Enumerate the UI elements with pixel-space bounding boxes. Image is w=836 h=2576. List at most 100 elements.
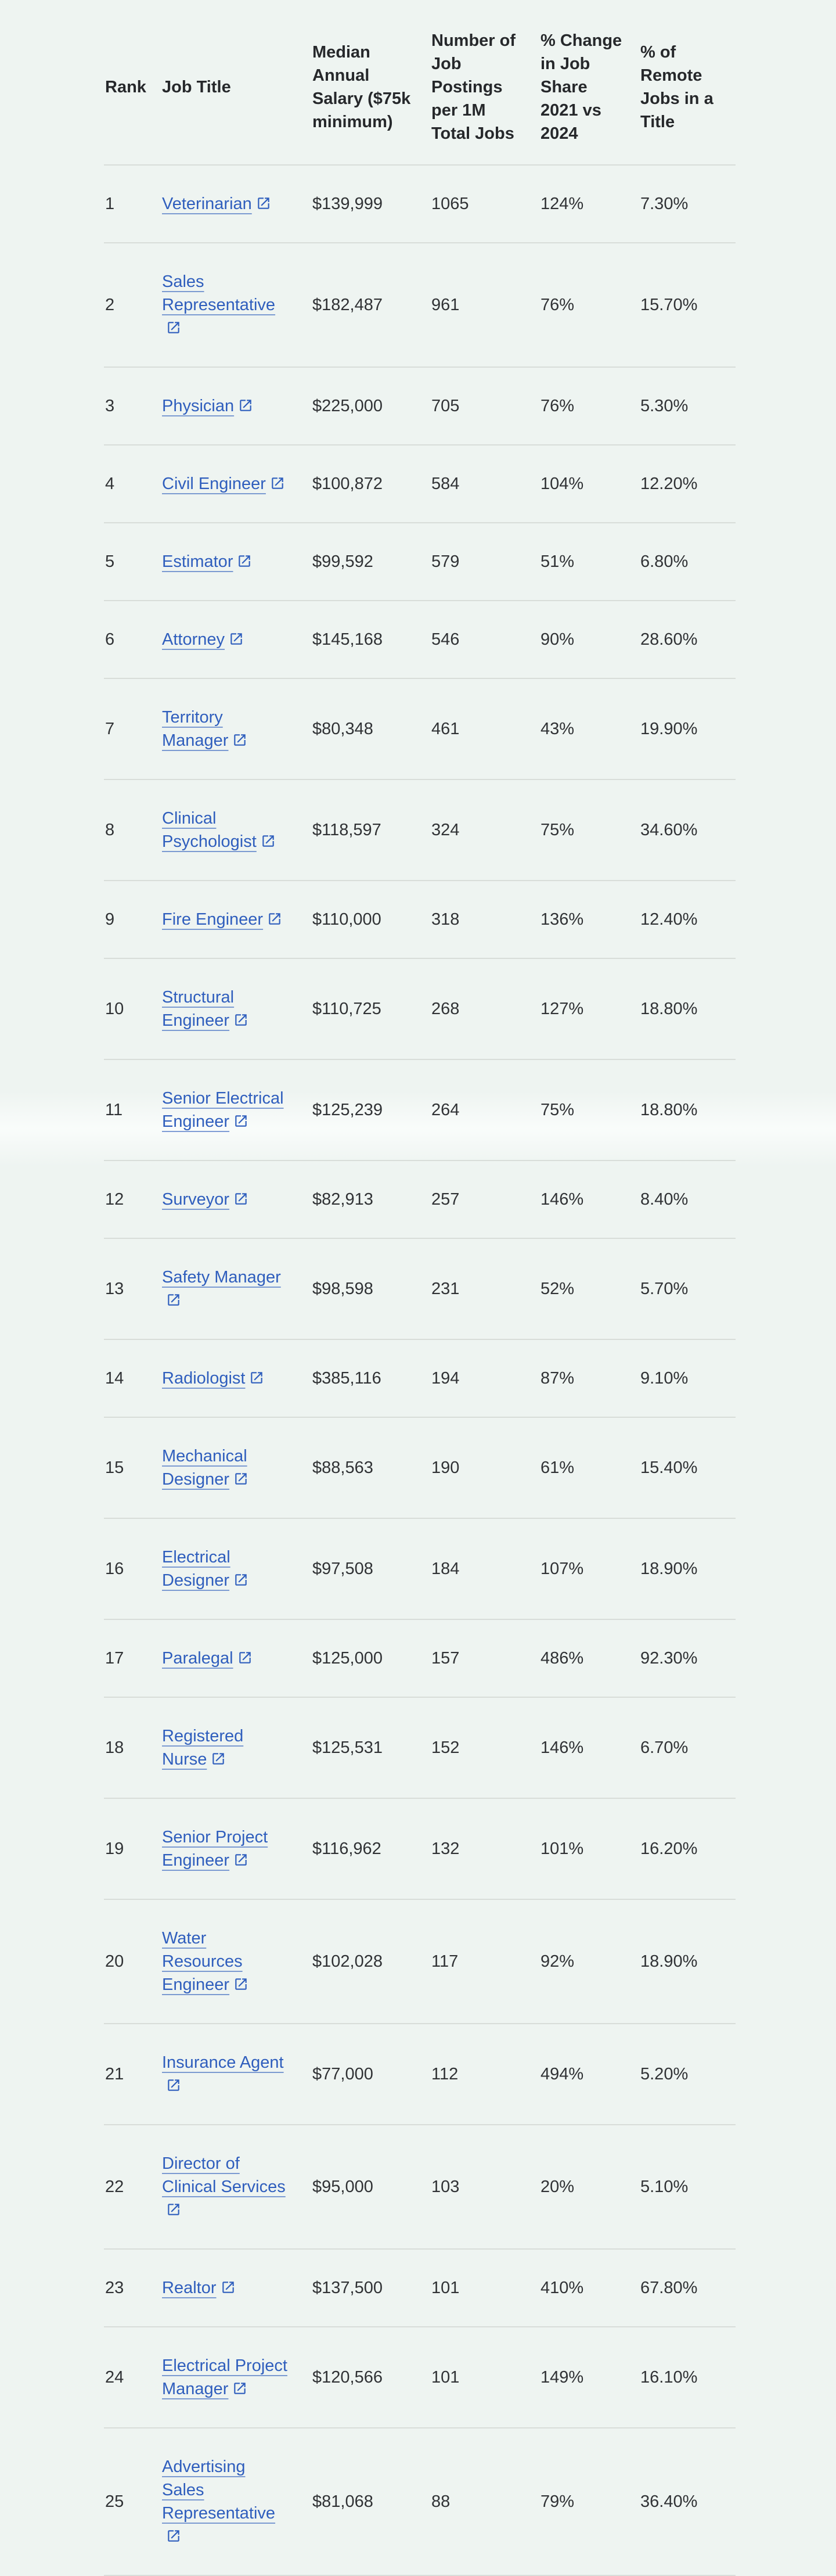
text-line: Safety Manager [162,1268,281,1287]
cell-change: 494% [540,2024,640,2125]
cell-rank: 11 [104,1059,162,1161]
text-line: Sales [162,2481,204,2499]
text-line: 2024 [540,124,578,143]
cell-salary: $110,725 [312,958,431,1060]
cell-job-title: Advertising Sales Representative [162,2428,312,2576]
cell-postings: 264 [431,1059,540,1161]
cell-remote: 18.80% [640,958,736,1060]
job-title-link[interactable]: Senior Project Engineer [162,1828,268,1870]
job-title-link[interactable]: Electrical Designer [162,1548,248,1590]
table-row: 18 Registered Nurse $125,531 152 146% 6.70% [104,1697,736,1799]
cell-job-title: Water Resources Engineer [162,1899,312,2024]
cell-rank: 6 [104,601,162,679]
open-in-new-icon [235,1473,247,1485]
text-line: Nurse [162,1750,207,1769]
job-title-link[interactable]: Paralegal [162,1649,253,1668]
cell-rank: 12 [104,1161,162,1239]
cell-change: 124% [540,165,640,243]
cell-job-title: Physician [162,367,312,445]
open-in-new-icon [168,322,179,333]
cell-job-title: Electrical Project Manager [162,2327,312,2428]
text-line: Radiologist [162,1369,246,1388]
cell-postings: 194 [431,1339,540,1418]
job-title-link[interactable]: Attorney [162,630,244,649]
cell-salary: $99,592 [312,523,431,601]
cell-job-title: Senior Project Engineer [162,1798,312,1900]
text-line: minimum) [312,113,393,131]
text-line: Median [312,43,370,62]
job-title-link[interactable]: Senior Electrical Engineer [162,1089,284,1131]
text-line: Jobs in a [640,89,714,108]
job-title-link[interactable]: Water Resources Engineer [162,1929,248,1994]
cell-job-title: Realtor [162,2249,312,2327]
cell-remote: 8.40% [640,1161,736,1239]
text-line: Clinical [162,809,217,828]
cell-remote: 36.40% [640,2428,736,2576]
job-title-link[interactable]: Insurance Agent [162,2053,284,2095]
cell-postings: 324 [431,779,540,881]
job-title-link[interactable]: Fire Engineer [162,910,282,929]
table-row: 1 Veterinarian $139,999 1065 124% 7.30% [104,165,736,243]
text-line: Senior Project [162,1828,268,1846]
text-line: Engineer [162,1011,230,1030]
job-title-link[interactable]: Mechanical Designer [162,1447,248,1489]
job-title-link[interactable]: Radiologist [162,1369,264,1388]
text-line: Registered [162,1727,244,1745]
job-title-link[interactable]: Surveyor [162,1190,248,1209]
open-in-new-icon [168,2079,179,2091]
job-title-link[interactable]: Advertising Sales Representative [162,2458,275,2546]
cell-rank: 21 [104,2024,162,2125]
job-title-link[interactable]: Civil Engineer [162,475,285,493]
job-title-link[interactable]: Clinical Psychologist [162,809,276,851]
table-row: 15 Mechanical Designer $88,563 190 61% 15.40% [104,1417,736,1519]
cell-remote: 6.70% [640,1697,736,1799]
job-title-link[interactable]: Veterinarian [162,195,271,213]
table-body: 1 Veterinarian $139,999 1065 124% 7.30% 2 Sales… [104,165,736,2576]
cell-postings: 101 [431,2327,540,2428]
job-title-link[interactable]: Structural Engineer [162,988,248,1030]
cell-postings: 584 [431,445,540,523]
cell-change: 92% [540,1899,640,2024]
cell-rank: 14 [104,1339,162,1418]
cell-job-title: Radiologist [162,1339,312,1418]
open-in-new-icon [251,1372,263,1384]
table-row: 14 Radiologist $385,116 194 87% 9.10% [104,1339,736,1418]
job-title-link[interactable]: Safety Manager [162,1268,281,1310]
cell-salary: $125,531 [312,1697,431,1799]
job-title-link[interactable]: Realtor [162,2279,236,2297]
cell-remote: 34.60% [640,779,736,881]
text-line: Engineer [162,1112,230,1131]
job-title-link[interactable]: Sales Representative [162,272,275,337]
table-row: 24 Electrical Project Manager $120,566 101 14… [104,2327,736,2428]
column-header-rank: Rank [104,0,162,166]
text-line: Total Jobs [431,124,514,143]
job-title-link[interactable]: Electrical Project Manager [162,2356,287,2398]
column-header-postings: Number of Job Postings per 1M Total Jobs [431,0,540,166]
text-line: Clinical Services [162,2178,286,2196]
cell-remote: 6.80% [640,523,736,601]
cell-job-title: Veterinarian [162,165,312,243]
open-in-new-icon [235,1854,247,1866]
cell-change: 79% [540,2428,640,2576]
cell-salary: $110,000 [312,881,431,959]
cell-job-title: Sales Representative [162,243,312,368]
cell-salary: $102,028 [312,1899,431,2024]
job-title-link[interactable]: Director of Clinical Services [162,2154,286,2219]
table-row: 25 Advertising Sales Representative $81,068 8… [104,2428,736,2576]
text-line: Estimator [162,552,233,571]
text-line: Rank [105,78,146,96]
cell-postings: 1065 [431,165,540,243]
text-line: Engineer [162,1975,230,1994]
cell-salary: $97,508 [312,1518,431,1620]
job-title-link[interactable]: Registered Nurse [162,1727,243,1769]
job-title-link[interactable]: Estimator [162,552,252,571]
cell-salary: $120,566 [312,2327,431,2428]
text-line: Advertising [162,2458,246,2476]
cell-salary: $125,239 [312,1059,431,1161]
cell-salary: $137,500 [312,2249,431,2327]
table-row: 12 Surveyor $82,913 257 146% 8.40% [104,1161,736,1239]
cell-change: 87% [540,1339,640,1418]
job-title-link[interactable]: Physician [162,397,253,415]
job-title-link[interactable]: Territory Manager [162,708,247,750]
text-line: Attorney [162,630,225,649]
